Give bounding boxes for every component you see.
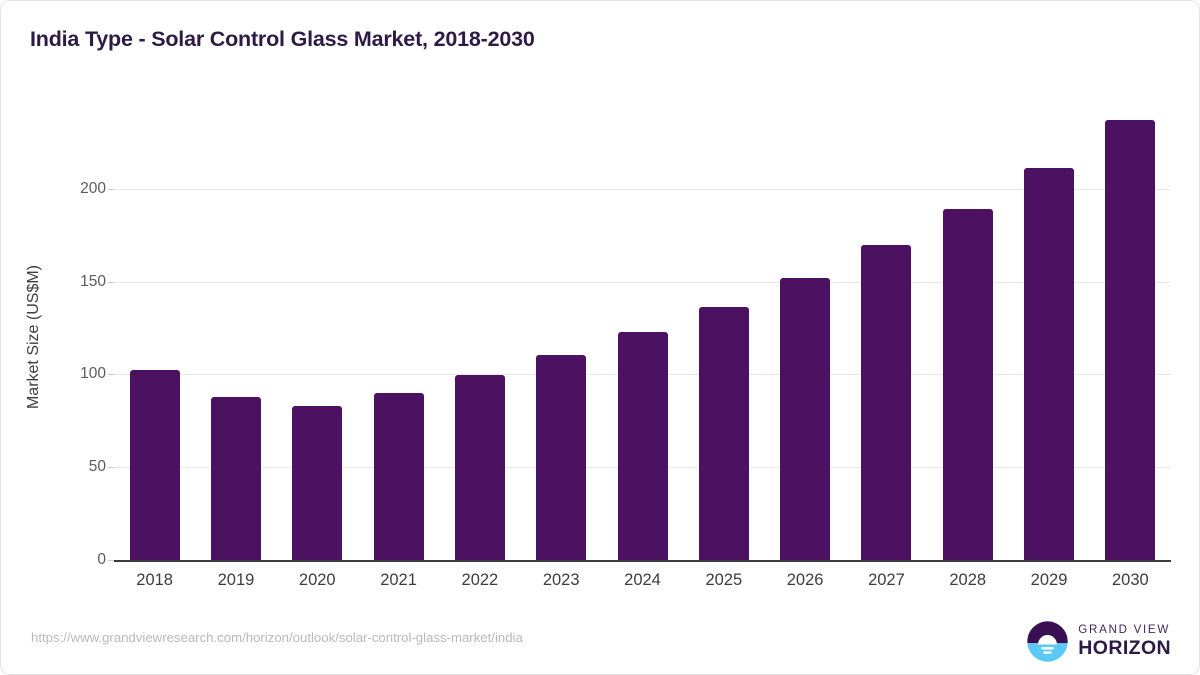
- bar[interactable]: [1024, 168, 1075, 560]
- bar[interactable]: [210, 396, 261, 560]
- gridline: [114, 281, 1171, 283]
- x-tick-label: 2018: [136, 571, 173, 589]
- logo-wordmark: GRAND VIEW HORIZON: [1078, 624, 1171, 658]
- bar[interactable]: [617, 331, 668, 560]
- y-tick-label: 0: [97, 551, 106, 568]
- y-tick-label: 100: [80, 365, 106, 383]
- bar[interactable]: [780, 277, 831, 560]
- bar[interactable]: [1105, 120, 1156, 560]
- x-tick-label: 2021: [380, 571, 417, 589]
- bar[interactable]: [698, 306, 749, 560]
- bar[interactable]: [292, 405, 343, 560]
- x-tick-label: 2025: [705, 571, 743, 589]
- gridline: [114, 188, 1171, 190]
- x-tick-label: 2024: [624, 571, 661, 589]
- page-title: India Type - Solar Control Glass Market,…: [30, 27, 535, 51]
- x-tick-label: 2027: [868, 571, 905, 589]
- x-tick-label: 2019: [217, 571, 255, 589]
- logo-brand-bottom: HORIZON: [1078, 637, 1171, 660]
- x-tick-label: 2030: [1111, 571, 1149, 589]
- y-tick-label: 150: [80, 272, 106, 290]
- bar[interactable]: [536, 354, 587, 560]
- x-tick-label: 2020: [298, 571, 336, 589]
- source-url[interactable]: https://www.grandviewresearch.com/horizo…: [31, 630, 523, 645]
- logo-brand-top: GRAND VIEW: [1078, 623, 1171, 637]
- x-tick-label: 2026: [786, 571, 824, 589]
- y-tick-label: 200: [80, 179, 106, 197]
- plot-area: [114, 96, 1171, 560]
- y-axis-title: Market Size (US$M): [25, 264, 42, 410]
- horizon-logo-icon: [1027, 621, 1068, 662]
- bar[interactable]: [373, 392, 424, 560]
- x-tick-label: 2029: [1030, 571, 1068, 589]
- bar[interactable]: [942, 209, 993, 560]
- x-tick-label: 2028: [949, 571, 987, 589]
- x-tick-label: 2023: [542, 571, 580, 589]
- y-tick-label: 50: [88, 458, 106, 476]
- x-tick-label: 2022: [461, 571, 499, 589]
- bar[interactable]: [861, 245, 912, 560]
- x-axis-line: [114, 560, 1171, 562]
- bar[interactable]: [129, 369, 180, 560]
- bar[interactable]: [454, 375, 505, 560]
- brand-logo[interactable]: GRAND VIEW HORIZON: [1026, 620, 1171, 663]
